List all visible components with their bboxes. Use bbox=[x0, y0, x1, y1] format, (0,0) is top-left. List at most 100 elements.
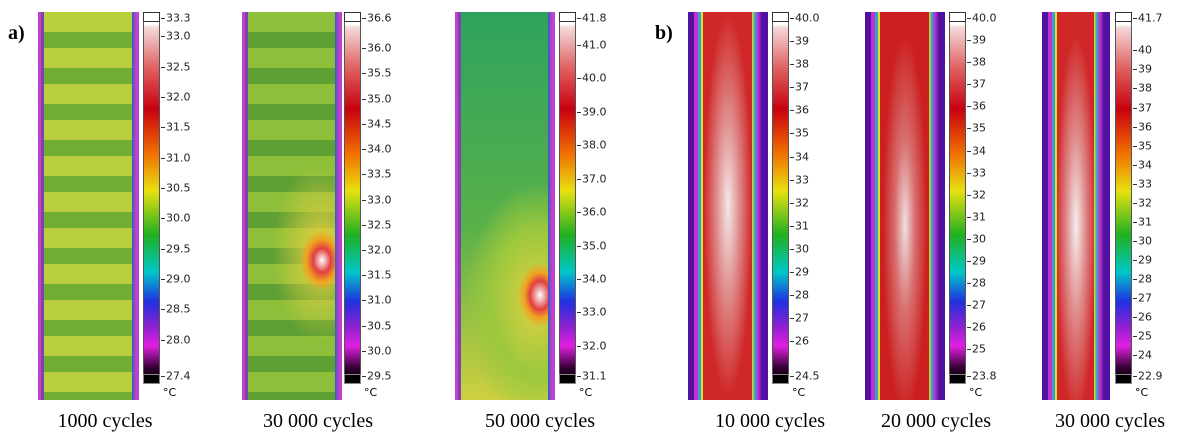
scale-label: 40.0 bbox=[795, 11, 820, 25]
scale-label: 31.5 bbox=[166, 120, 191, 134]
scale-unit: °C bbox=[1135, 386, 1149, 399]
tick-mark bbox=[577, 44, 581, 46]
scale-label: 36.0 bbox=[367, 41, 392, 55]
tick-mark bbox=[1133, 278, 1137, 280]
scale-label: 27.4 bbox=[166, 369, 191, 383]
scale-label: 40.0 bbox=[972, 11, 997, 25]
tick-mark bbox=[790, 318, 794, 320]
scale-label: 34 bbox=[795, 150, 809, 164]
scale-label: 28 bbox=[972, 276, 986, 290]
tick-mark bbox=[790, 64, 794, 66]
scale-label: 33.5 bbox=[367, 167, 392, 181]
scale-unit: °C bbox=[163, 386, 177, 399]
tick-mark bbox=[1133, 69, 1137, 71]
tick-mark bbox=[790, 18, 794, 19]
scale-label: 31.1 bbox=[582, 369, 607, 383]
scale-label: 39 bbox=[1138, 62, 1152, 76]
scale-box bbox=[1115, 374, 1132, 384]
tick-mark bbox=[967, 238, 971, 240]
tick-mark bbox=[362, 249, 366, 251]
scale-label: 30.0 bbox=[166, 211, 191, 225]
tick-mark bbox=[967, 376, 971, 377]
scale-label: 32.5 bbox=[367, 218, 392, 232]
tick-mark bbox=[362, 123, 366, 125]
scale-unit: °C bbox=[792, 386, 806, 399]
scale-label: 27 bbox=[795, 311, 809, 325]
tick-mark bbox=[1133, 259, 1137, 261]
thermal-image bbox=[688, 12, 768, 400]
tick-mark bbox=[790, 87, 794, 89]
tick-mark bbox=[1133, 183, 1137, 185]
scale-box bbox=[772, 374, 789, 384]
scale-label: 29.5 bbox=[166, 242, 191, 256]
thermal-image bbox=[865, 12, 945, 400]
scale-label: 31 bbox=[1138, 215, 1152, 229]
scale-label: 36 bbox=[972, 99, 986, 113]
tick-mark bbox=[362, 300, 366, 302]
scale-label: 35.0 bbox=[582, 239, 607, 252]
scale-box bbox=[1115, 12, 1132, 22]
tick-mark bbox=[161, 339, 165, 341]
caption: 20 000 cycles bbox=[881, 410, 991, 432]
scale-label: 34.5 bbox=[367, 117, 392, 131]
scale-label: 31 bbox=[972, 210, 986, 224]
scale-label: 34 bbox=[972, 144, 986, 158]
tick-mark bbox=[790, 376, 794, 377]
scale-label: 33.0 bbox=[166, 29, 191, 43]
scale-box bbox=[559, 374, 576, 384]
tick-mark bbox=[161, 36, 165, 38]
scale-unit: °C bbox=[969, 386, 983, 399]
color-scale bbox=[559, 12, 576, 384]
tick-mark bbox=[161, 187, 165, 189]
scale-label: 34.0 bbox=[582, 272, 607, 286]
scale-label: 28.5 bbox=[166, 302, 191, 316]
scale-label: 33.3 bbox=[166, 11, 191, 25]
scale-label: 27 bbox=[972, 298, 986, 312]
tick-mark bbox=[790, 272, 794, 274]
tick-mark bbox=[362, 149, 366, 151]
scale-label: 32.0 bbox=[166, 90, 191, 104]
scale-box bbox=[949, 12, 966, 22]
tick-mark bbox=[362, 199, 366, 201]
scale-label: 27 bbox=[1138, 291, 1152, 305]
tick-mark bbox=[577, 111, 581, 113]
tick-mark bbox=[577, 245, 581, 247]
scale-box bbox=[344, 12, 361, 22]
tick-mark bbox=[1133, 202, 1137, 204]
color-scale bbox=[772, 12, 789, 384]
scale-label: 30 bbox=[1138, 234, 1152, 248]
color-scale bbox=[143, 12, 160, 384]
tick-mark bbox=[362, 98, 366, 100]
tick-mark bbox=[967, 327, 971, 329]
tick-mark bbox=[1133, 316, 1137, 318]
scale-label: 26 bbox=[795, 334, 809, 348]
scale-label: 28.0 bbox=[166, 333, 191, 347]
tick-mark bbox=[577, 178, 581, 180]
tick-mark bbox=[1133, 297, 1137, 299]
tick-mark bbox=[362, 224, 366, 226]
tick-mark bbox=[967, 305, 971, 307]
scale-label: 33.0 bbox=[582, 305, 607, 319]
scale-label: 30 bbox=[972, 232, 986, 246]
tick-mark bbox=[161, 66, 165, 68]
tick-mark bbox=[790, 295, 794, 297]
tick-mark bbox=[1133, 88, 1137, 90]
scale-label: 35.5 bbox=[367, 66, 392, 80]
tick-mark bbox=[577, 312, 581, 314]
thermal-image bbox=[455, 12, 555, 400]
color-scale bbox=[344, 12, 361, 384]
scale-box bbox=[143, 374, 160, 384]
scale-label: 29 bbox=[795, 265, 809, 279]
tick-mark bbox=[161, 376, 165, 377]
tick-mark bbox=[967, 62, 971, 64]
scale-label: 31.5 bbox=[367, 268, 392, 282]
tick-mark bbox=[1133, 18, 1137, 19]
scale-label: 35 bbox=[972, 121, 986, 135]
scale-label: 30.0 bbox=[367, 344, 392, 358]
scale-label: 37 bbox=[1138, 101, 1152, 114]
color-scale bbox=[1115, 12, 1132, 384]
tick-mark bbox=[161, 157, 165, 159]
scale-box bbox=[143, 12, 160, 22]
scale-label: 33 bbox=[795, 173, 809, 187]
